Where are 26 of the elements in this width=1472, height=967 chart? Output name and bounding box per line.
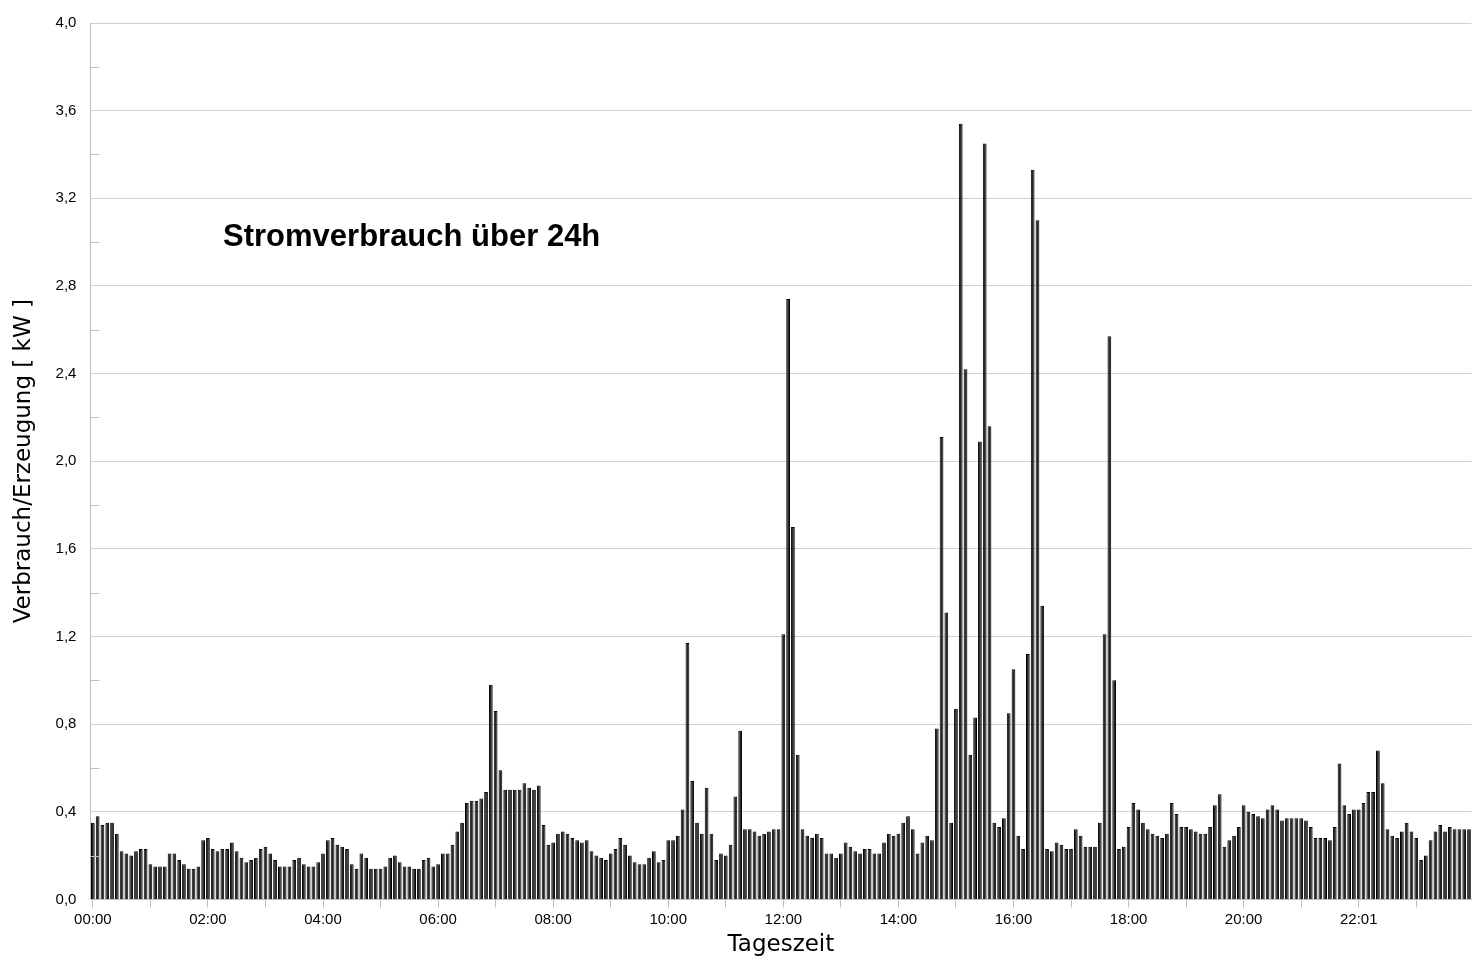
x-axis-title: Tageszeit: [726, 930, 835, 957]
x-tick-label: 12:00: [764, 909, 803, 927]
x-tick-label: 20:00: [1224, 909, 1263, 927]
y-tick-label: 0,0: [55, 889, 77, 907]
y-tick-label: 2,4: [55, 363, 77, 381]
x-tick-label: 00:00: [74, 909, 112, 927]
y-tick-label: 1,2: [55, 626, 77, 644]
y-tick-label: 3,2: [55, 188, 77, 206]
x-tick-label: 16:00: [994, 909, 1033, 927]
x-tick-label: 10:00: [649, 909, 688, 927]
x-tick-label: 18:00: [1109, 909, 1148, 927]
text: Stromverbrauch über 24h: [223, 218, 601, 254]
x-tick-label: 04:00: [304, 909, 342, 927]
y-tick-label: 0,4: [55, 801, 77, 819]
x-tick-label: 02:00: [189, 909, 227, 927]
y-tick-label: 0,8: [55, 714, 77, 732]
x-tick-label: 06:00: [419, 909, 457, 927]
y-axis-title: Verbrauch/Erzeugung [ kW ]: [8, 299, 35, 624]
y-tick-label: 2,0: [55, 451, 77, 469]
y-tick-label: 3,6: [55, 100, 77, 118]
x-tick-label: 22:01: [1339, 909, 1378, 927]
x-tick-label: 14:00: [879, 909, 918, 927]
y-tick-label: 1,6: [55, 538, 77, 556]
y-tick-label: 4,0: [55, 13, 77, 31]
y-tick-label: 2,8: [55, 276, 77, 294]
x-tick-label: 08:00: [534, 909, 572, 927]
